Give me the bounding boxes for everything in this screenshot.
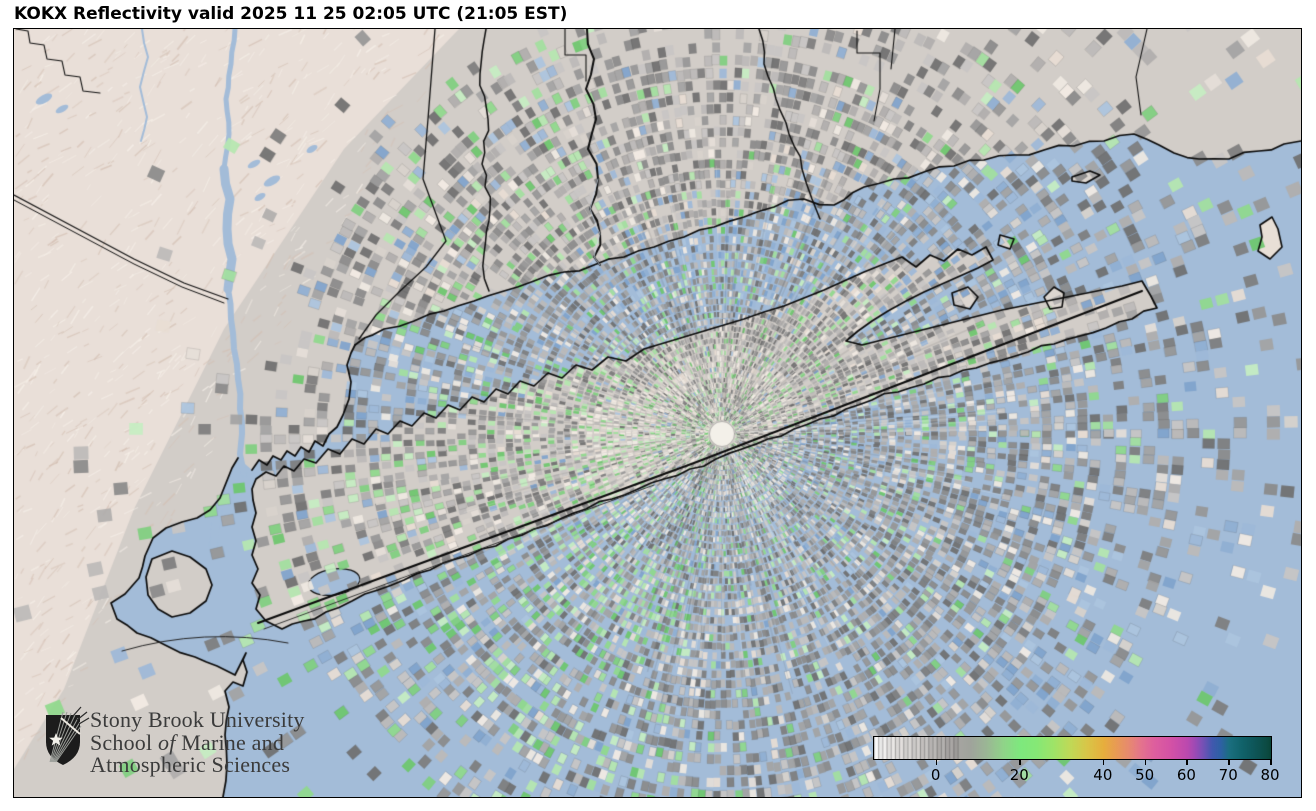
colorbar-tick-label: 50 <box>1135 766 1155 784</box>
colorbar-tick <box>1228 759 1230 765</box>
colorbar-tick <box>1144 759 1147 765</box>
colorbar-tick <box>1102 759 1105 765</box>
colorbar-tick-label: 0 <box>930 766 941 784</box>
radar-map: Stony Brook University School of Marine … <box>13 28 1302 798</box>
colorbar-tick <box>1270 759 1272 765</box>
colorbar-gradient <box>873 736 1272 760</box>
colorbar-ticks: 0 20 40 50 60 70 80 <box>873 759 1280 789</box>
reflectivity-colorbar: 0 20 40 50 60 70 80 <box>873 736 1280 784</box>
colorbar-tick <box>1019 759 1021 765</box>
colorbar-gradient-canvas <box>874 737 1271 759</box>
radar-map-canvas <box>14 29 1301 797</box>
colorbar-tick-label: 70 <box>1218 766 1238 784</box>
map-title: KOKX Reflectivity valid 2025 11 25 02:05… <box>14 4 568 24</box>
colorbar-tick-label: 20 <box>1009 766 1029 784</box>
colorbar-tick <box>1186 759 1188 765</box>
colorbar-tick <box>935 759 938 765</box>
colorbar-tick-label: 80 <box>1260 766 1280 784</box>
colorbar-tick-label: 40 <box>1093 766 1113 784</box>
colorbar-tick-label: 60 <box>1176 766 1196 784</box>
